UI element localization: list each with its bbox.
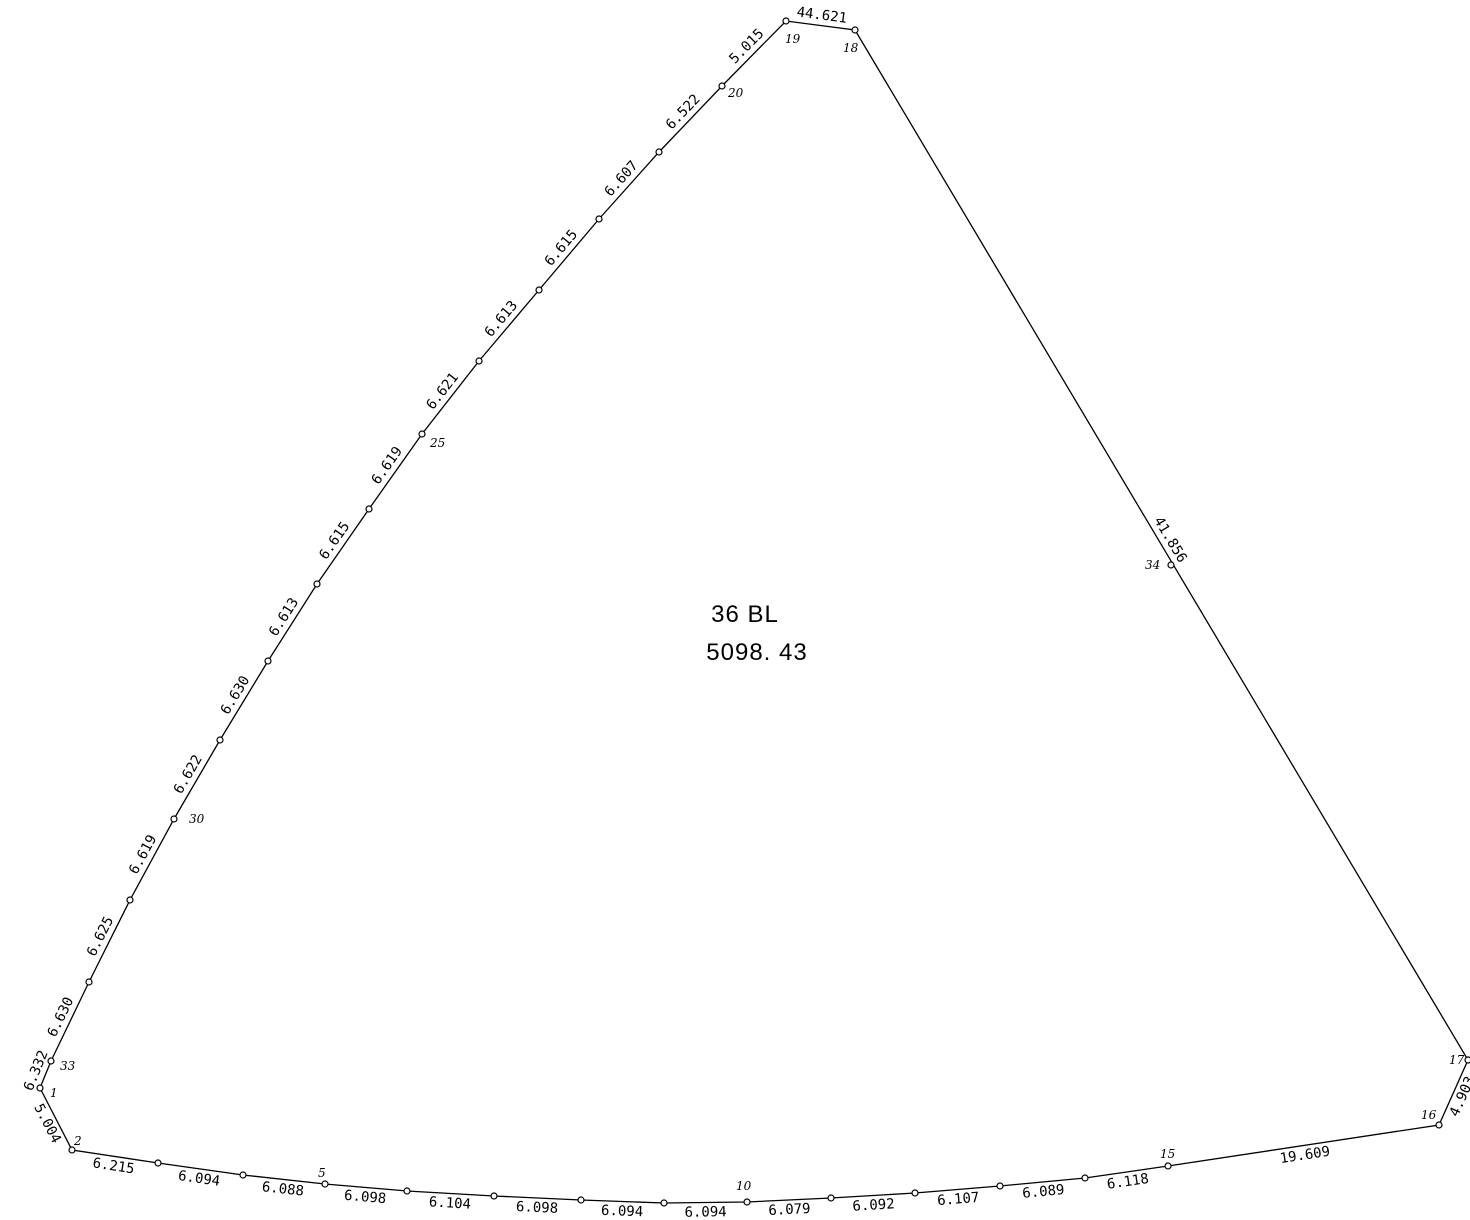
boundary-vertex: [782, 17, 790, 25]
point-number-15: 15: [1160, 1147, 1175, 1161]
boundary-vertex: [851, 26, 859, 34]
parcel-label: 36 BL: [711, 601, 779, 628]
boundary-vertex: [1167, 561, 1175, 569]
boundary-vertex: [126, 896, 134, 904]
boundary-vertex: [403, 1187, 411, 1195]
boundary-edges: [39, 20, 1469, 1204]
point-number-34: 34: [1145, 558, 1160, 572]
boundary-vertices: [36, 17, 1470, 1207]
edge-length-label: 6.104: [428, 1194, 471, 1212]
boundary-vertex: [68, 1146, 76, 1154]
boundary-vertex: [660, 1199, 668, 1207]
boundary-vertex: [154, 1159, 162, 1167]
boundary-vertex: [85, 978, 93, 986]
edge-length-label: 6.619: [369, 444, 406, 488]
edge-length-label: 6.089: [1022, 1182, 1065, 1202]
boundary-vertex: [655, 148, 663, 156]
boundary-vertex: [1081, 1174, 1089, 1182]
boundary-vertex: [490, 1192, 498, 1200]
edge-length-label: 6.098: [343, 1188, 386, 1208]
boundary-vertex: [475, 357, 483, 365]
boundary-vertex: [577, 1196, 585, 1204]
boundary-vertex: [1435, 1121, 1443, 1129]
boundary-vertex: [996, 1182, 1004, 1190]
edge-length-label: 19.609: [1279, 1144, 1331, 1167]
edge-length-label: 6.098: [516, 1199, 559, 1217]
edge-length-label: 6.079: [768, 1201, 811, 1219]
point-number-20: 20: [727, 86, 744, 100]
point-number-17: 17: [1449, 1053, 1465, 1067]
point-number-16: 16: [1421, 1108, 1437, 1122]
boundary-vertex: [170, 815, 178, 823]
boundary-vertex: [535, 286, 543, 294]
boundary-vertex: [1464, 1056, 1470, 1064]
boundary-vertex: [1164, 1162, 1172, 1170]
edge-length-label: 6.088: [261, 1179, 305, 1200]
boundary-vertex: [313, 580, 321, 588]
boundary-vertex: [321, 1180, 329, 1188]
boundary-vertex: [743, 1198, 751, 1206]
edge-length-label: 6.094: [601, 1203, 644, 1220]
edge-length-label: 6.615: [316, 519, 353, 563]
boundary-vertex: [911, 1189, 919, 1197]
point-number-18: 18: [843, 41, 859, 55]
edge-length-label: 6.094: [177, 1168, 221, 1190]
boundary-vertex: [418, 430, 426, 438]
edge-length-label: 44.621: [796, 4, 848, 26]
boundary-vertex: [47, 1057, 55, 1065]
edge-length-label: 6.630: [218, 673, 254, 717]
boundary-vertex: [718, 82, 726, 90]
boundary-vertex: [264, 657, 272, 665]
edge-length-label: 6.215: [91, 1155, 135, 1177]
boundary-vertex: [827, 1194, 835, 1202]
point-number-19: 19: [785, 32, 801, 46]
edge-length-label: 6.118: [1106, 1171, 1150, 1193]
point-number-2: 2: [73, 1134, 82, 1148]
point-number-10: 10: [736, 1179, 752, 1193]
edge-length-label: 6.092: [852, 1196, 895, 1214]
point-number-30: 30: [189, 812, 205, 826]
point-number-1: 1: [50, 1086, 58, 1100]
edge-length-label: 6.107: [937, 1190, 980, 1209]
boundary-vertex: [365, 505, 373, 513]
boundary-vertex: [239, 1171, 247, 1179]
point-number-5: 5: [318, 1166, 326, 1180]
boundary-vertex: [36, 1084, 44, 1092]
parcel-boundary: [39, 20, 1469, 1204]
parcel-area: 5098. 43: [706, 639, 807, 666]
point-number-labels: 1 2 5 10 15 16 17 18 19 20 25 30 33 34: [50, 32, 1465, 1193]
boundary-vertex: [216, 736, 224, 744]
boundary-vertex: [595, 215, 603, 223]
edge-length-label: 6.613: [266, 595, 302, 639]
point-number-33: 33: [60, 1059, 76, 1073]
edge-length-label: 6.094: [684, 1204, 726, 1220]
point-number-25: 25: [429, 436, 445, 450]
